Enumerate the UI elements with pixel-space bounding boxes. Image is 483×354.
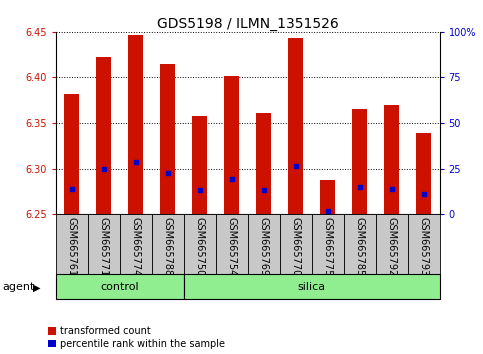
Text: GSM665793: GSM665793 — [419, 217, 428, 276]
Text: GSM665754: GSM665754 — [227, 217, 237, 276]
Bar — [416, 133, 431, 214]
Bar — [288, 38, 303, 214]
Bar — [184, 274, 440, 299]
Bar — [384, 105, 399, 214]
Text: ▶: ▶ — [33, 282, 41, 292]
Text: silica: silica — [298, 282, 326, 292]
Text: GSM665775: GSM665775 — [323, 217, 332, 276]
Bar — [184, 214, 215, 274]
Bar — [256, 113, 271, 214]
Bar — [352, 109, 367, 214]
Text: control: control — [100, 282, 139, 292]
Text: GSM665770: GSM665770 — [291, 217, 300, 276]
Bar — [64, 94, 79, 214]
Text: GSM665769: GSM665769 — [258, 217, 269, 276]
Title: GDS5198 / ILMN_1351526: GDS5198 / ILMN_1351526 — [156, 17, 339, 31]
Bar — [343, 214, 376, 274]
Bar — [96, 57, 111, 214]
Bar — [192, 116, 207, 214]
Bar — [87, 214, 120, 274]
Bar — [408, 214, 440, 274]
Bar — [312, 214, 343, 274]
Bar — [152, 214, 184, 274]
Bar — [128, 35, 143, 214]
Bar — [248, 214, 280, 274]
Text: GSM665774: GSM665774 — [130, 217, 141, 276]
Bar — [56, 214, 87, 274]
Bar — [120, 214, 152, 274]
Text: GSM665761: GSM665761 — [67, 217, 76, 276]
Text: GSM665750: GSM665750 — [195, 217, 204, 276]
Text: GSM665785: GSM665785 — [355, 217, 365, 276]
Text: GSM665792: GSM665792 — [386, 217, 397, 276]
Bar — [160, 64, 175, 214]
Text: agent: agent — [2, 282, 35, 292]
Text: GSM665771: GSM665771 — [99, 217, 109, 276]
Text: GSM665788: GSM665788 — [163, 217, 172, 276]
Bar — [56, 274, 184, 299]
Bar — [320, 181, 335, 214]
Bar — [280, 214, 312, 274]
Bar — [215, 214, 248, 274]
Bar — [376, 214, 408, 274]
Legend: transformed count, percentile rank within the sample: transformed count, percentile rank withi… — [48, 326, 225, 349]
Bar — [224, 76, 239, 214]
